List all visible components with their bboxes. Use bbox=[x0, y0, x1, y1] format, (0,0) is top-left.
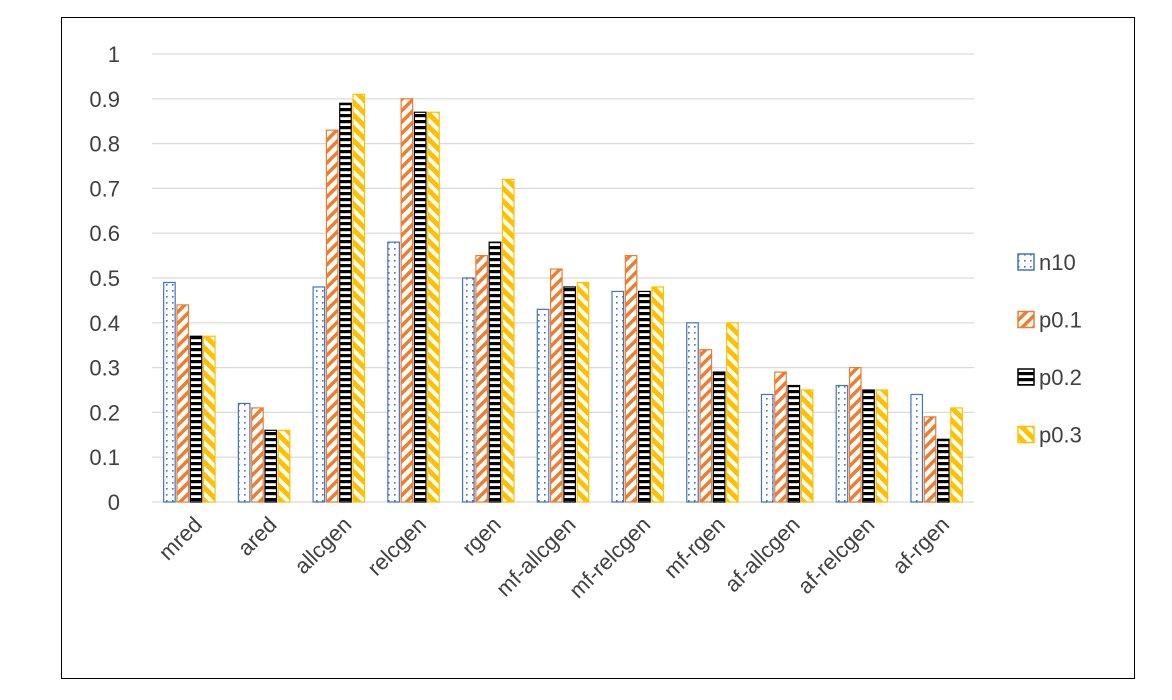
bar-p0.3-af-allcgen bbox=[800, 389, 814, 503]
y-tick-label: 0.1 bbox=[89, 445, 120, 470]
bar-p0.1-mred bbox=[176, 304, 190, 503]
legend-swatch bbox=[1017, 368, 1035, 386]
bars bbox=[163, 93, 963, 503]
y-tick-label: 0 bbox=[108, 490, 120, 515]
bar-n10-allcgen bbox=[312, 286, 326, 503]
y-tick-label: 0.8 bbox=[89, 132, 120, 157]
x-tick-label: af-relcgen bbox=[793, 512, 880, 599]
bar-n10-ared bbox=[237, 402, 251, 503]
legend-label: p0.3 bbox=[1039, 423, 1082, 448]
bar-chart: 0 0.1 0.2 0.3 0.4 0.5 0.6 0.7 0.8 0.9 1 mred ared al… bbox=[89, 42, 1082, 603]
bar-p0.3-allcgen bbox=[352, 93, 366, 503]
legend-item-n10: n10 bbox=[1017, 250, 1076, 275]
bar-p0.2-af-relcgen bbox=[862, 389, 875, 503]
x-tick-label: mf-rgen bbox=[659, 512, 730, 583]
bar-p0.3-mf-relcgen bbox=[651, 286, 665, 503]
bar-n10-mf-allcgen bbox=[536, 308, 550, 503]
legend-swatch bbox=[1017, 310, 1035, 329]
bar-p0.3-relcgen bbox=[427, 111, 440, 503]
legend-item-p0.2: p0.2 bbox=[1017, 365, 1082, 390]
bar-n10-relcgen bbox=[387, 241, 400, 503]
legend-item-p0.3: p0.3 bbox=[1017, 423, 1082, 448]
bar-n10-rgen bbox=[461, 277, 475, 503]
x-tick-label: mred bbox=[154, 512, 207, 565]
y-tick-label: 0.5 bbox=[89, 266, 120, 291]
bar-p0.1-mf-allcgen bbox=[550, 268, 563, 503]
bar-p0.2-ared bbox=[264, 429, 278, 503]
bar-n10-mf-rgen bbox=[686, 322, 699, 503]
y-tick-label: 0.4 bbox=[89, 311, 120, 336]
bar-p0.2-allcgen bbox=[339, 102, 352, 503]
bar-p0.3-ared bbox=[277, 429, 291, 503]
bar-p0.1-ared bbox=[251, 407, 264, 503]
bar-p0.1-mf-relcgen bbox=[624, 255, 638, 503]
x-tick-label: ared bbox=[233, 512, 282, 561]
bar-p0.1-allcgen bbox=[325, 129, 339, 503]
legend-item-p0.1: p0.1 bbox=[1017, 308, 1082, 333]
bar-p0.2-af-rgen bbox=[936, 438, 950, 503]
legend-label: p0.2 bbox=[1039, 365, 1082, 390]
legend: n10 p0.1 p0.2 p0.3 bbox=[1017, 250, 1082, 448]
y-tick-label: 0.3 bbox=[89, 356, 120, 381]
legend-label: p0.1 bbox=[1039, 308, 1082, 333]
bar-n10-mred bbox=[163, 281, 176, 503]
bar-p0.3-af-rgen bbox=[950, 407, 963, 503]
x-tick-label: rgen bbox=[457, 512, 506, 561]
bar-n10-af-allcgen bbox=[760, 393, 774, 503]
bar-p0.1-rgen bbox=[475, 255, 488, 503]
bar-p0.3-mred bbox=[202, 335, 216, 503]
y-tick-label: 1 bbox=[108, 42, 120, 67]
legend-swatch bbox=[1017, 425, 1035, 444]
bar-p0.1-af-allcgen bbox=[774, 371, 787, 503]
bar-p0.2-mred bbox=[189, 335, 203, 503]
bar-p0.1-af-relcgen bbox=[848, 367, 862, 503]
y-tick-label: 0.2 bbox=[89, 400, 120, 425]
chart-frame: 0 0.1 0.2 0.3 0.4 0.5 0.6 0.7 0.8 0.9 1 mred ared al… bbox=[61, 17, 1135, 679]
y-tick-label: 0.7 bbox=[89, 176, 120, 201]
bar-p0.2-rgen bbox=[488, 241, 502, 503]
bar-p0.2-relcgen bbox=[413, 111, 427, 503]
bar-n10-af-rgen bbox=[910, 393, 924, 503]
bar-n10-mf-relcgen bbox=[611, 290, 625, 503]
bar-p0.1-af-rgen bbox=[923, 416, 937, 503]
bar-p0.2-mf-relcgen bbox=[638, 290, 651, 503]
x-axis-tick-labels: mred ared allcgen relcgen rgenmf-allcgenmf-r… bbox=[154, 512, 954, 603]
x-tick-label: relcgen bbox=[362, 512, 431, 581]
y-tick-label: 0.6 bbox=[89, 221, 120, 246]
bar-p0.2-af-allcgen bbox=[787, 384, 801, 503]
x-tick-label: allcgen bbox=[289, 512, 356, 579]
x-tick-label: af-rgen bbox=[887, 512, 954, 579]
bar-n10-af-relcgen bbox=[835, 384, 849, 503]
legend-swatch bbox=[1017, 253, 1035, 271]
legend-label: n10 bbox=[1039, 250, 1076, 275]
x-tick-label: mf-relcgen bbox=[564, 512, 655, 603]
bar-p0.3-rgen bbox=[501, 178, 515, 503]
x-tick-label: af-allcgen bbox=[720, 512, 805, 597]
bar-p0.2-mf-allcgen bbox=[563, 286, 576, 503]
y-axis-tick-labels: 0 0.1 0.2 0.3 0.4 0.5 0.6 0.7 0.8 0.9 1 bbox=[89, 42, 120, 515]
bar-p0.2-mf-rgen bbox=[712, 371, 726, 503]
bar-p0.1-relcgen bbox=[400, 98, 414, 503]
bar-p0.3-mf-rgen bbox=[726, 322, 739, 503]
bar-p0.3-mf-allcgen bbox=[576, 281, 590, 503]
y-tick-label: 0.9 bbox=[89, 87, 120, 112]
bar-p0.3-af-relcgen bbox=[875, 389, 889, 503]
bar-p0.1-mf-rgen bbox=[699, 349, 713, 503]
